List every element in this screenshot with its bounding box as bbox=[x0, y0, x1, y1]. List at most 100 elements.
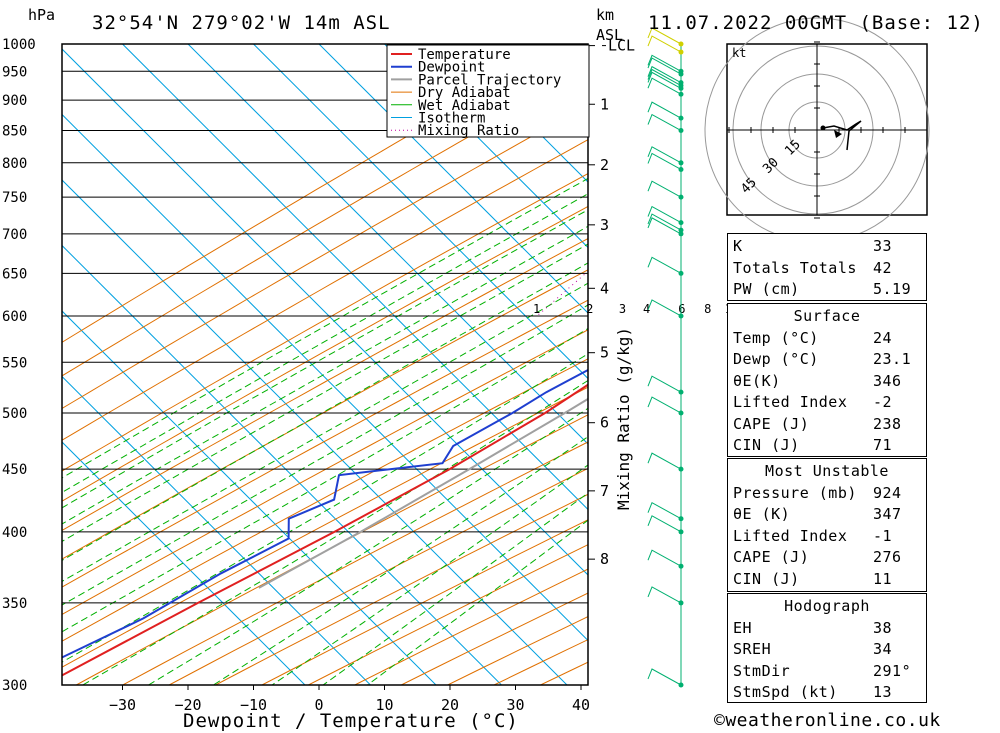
wet-adiabat-line bbox=[62, 282, 588, 583]
isotherm-line bbox=[62, 375, 371, 685]
mixing-ratio-label: 6 bbox=[678, 302, 685, 316]
pressure-tick-label: 600 bbox=[2, 309, 27, 325]
wind-barb bbox=[647, 217, 682, 235]
dry-adiabat-line bbox=[62, 386, 588, 668]
pressure-tick-label: 300 bbox=[2, 678, 27, 694]
wind-barb bbox=[647, 515, 682, 533]
legend-label: Dry Adiabat bbox=[418, 85, 511, 101]
hodograph-origin-dot bbox=[820, 125, 826, 131]
km-tick-label: 2 bbox=[600, 156, 609, 174]
wind-barb bbox=[647, 375, 682, 393]
km-tick-label: 5 bbox=[600, 344, 609, 362]
wind-barb bbox=[647, 65, 682, 84]
surface-title: Surface bbox=[793, 307, 861, 325]
km-tick-label: 3 bbox=[600, 216, 609, 234]
wet-adiabat-line bbox=[62, 353, 588, 663]
wind-barb bbox=[647, 180, 682, 198]
pressure-tick-label: 750 bbox=[2, 190, 27, 206]
x-tick-label: −10 bbox=[240, 696, 267, 714]
surface-row: Temp (°C) 24 bbox=[733, 328, 893, 347]
x-tick-label: 40 bbox=[572, 696, 590, 714]
pressure-tick-label: 350 bbox=[2, 596, 27, 612]
wind-barb bbox=[647, 57, 682, 75]
wind-barb bbox=[647, 68, 682, 86]
legend-label: Dewpoint bbox=[418, 60, 485, 76]
pressure-tick-label: 950 bbox=[2, 64, 27, 80]
km-tick-label: 7 bbox=[600, 482, 609, 500]
wet-adiabat-line bbox=[322, 492, 588, 685]
km-tick-label: 4 bbox=[600, 279, 609, 297]
dry-adiabat-line bbox=[76, 414, 588, 685]
wind-barb bbox=[647, 101, 682, 119]
storm-motion-marker bbox=[834, 130, 842, 138]
wind-barb bbox=[647, 205, 682, 224]
legend-label: Temperature bbox=[418, 47, 511, 63]
index-row-pw: PW (cm) 5.19 bbox=[733, 280, 912, 298]
index-row-totals: Totals Totals 42 bbox=[733, 258, 893, 277]
hodograph-row: SREH 34 bbox=[733, 640, 893, 658]
isotherm-line bbox=[384, 44, 588, 249]
wind-barb bbox=[647, 299, 682, 317]
wind-barb bbox=[647, 27, 682, 45]
isotherm-line bbox=[318, 44, 588, 314]
hodograph-params-title: Hodograph bbox=[784, 597, 870, 615]
surface-row: CAPE (J) 238 bbox=[733, 414, 902, 433]
hodograph-row: StmSpd (kt) 13 bbox=[733, 683, 893, 701]
x-axis-title: Dewpoint / Temperature (°C) bbox=[183, 710, 519, 732]
most-unstable-row: Pressure (mb) 924 bbox=[733, 483, 902, 502]
dry-adiabat-line bbox=[215, 493, 588, 685]
plot-frame bbox=[61, 43, 589, 686]
mixing-ratio-label: 1 bbox=[533, 302, 540, 316]
wind-barb bbox=[647, 146, 682, 164]
hodograph-row: StmDir 291° bbox=[733, 661, 912, 680]
x-tick-label: −30 bbox=[109, 696, 136, 714]
mixing-ratio-axis-title: Mixing Ratio (g/kg) bbox=[614, 327, 633, 510]
wet-adiabat-line bbox=[148, 407, 588, 685]
pressure-tick-label: 400 bbox=[2, 525, 27, 541]
km-tick-label: LCL bbox=[608, 37, 635, 55]
most-unstable-row: Lifted Index -1 bbox=[733, 526, 893, 545]
x-tick-label: 10 bbox=[375, 696, 393, 714]
isotherm-line bbox=[62, 310, 437, 685]
temperature-line bbox=[62, 383, 588, 677]
km-tick-label: 1 bbox=[600, 95, 609, 113]
index-row-k: K 33 bbox=[733, 237, 893, 255]
isotherm-line bbox=[62, 113, 588, 642]
wind-barb bbox=[647, 54, 682, 72]
dry-adiabat-line bbox=[62, 329, 588, 616]
most-unstable-row: CIN (J) 11 bbox=[733, 569, 893, 588]
km-tick-label: 8 bbox=[600, 550, 609, 568]
pressure-tick-label: 500 bbox=[2, 406, 27, 422]
dry-adiabat-line bbox=[62, 358, 588, 642]
wind-barb bbox=[647, 396, 682, 414]
pressure-tick-label: 700 bbox=[2, 227, 27, 243]
surface-panel: Surface Temp (°C) 24 Dewp (°C) 23.1 θE(K) 3… bbox=[727, 303, 927, 457]
wet-adiabat-line bbox=[271, 464, 588, 685]
mixing-ratio-label: 2 bbox=[586, 302, 593, 316]
pressure-tick-label: 650 bbox=[2, 266, 27, 282]
legend-label: Parcel Trajectory bbox=[418, 72, 561, 88]
wind-barb bbox=[647, 256, 682, 274]
indices-panel: K 33 Totals Totals 42 PW (cm) 5.19 bbox=[727, 233, 927, 301]
mixing-ratio-label: 4 bbox=[643, 302, 650, 316]
wind-barb bbox=[647, 213, 682, 231]
wind-barb bbox=[647, 549, 682, 567]
pressure-tick-label: 800 bbox=[2, 156, 27, 172]
isotherm-line bbox=[62, 441, 306, 685]
parcel-trajectory-line bbox=[258, 397, 588, 589]
dry-adiabat-line bbox=[168, 467, 588, 685]
most-unstable-title: Most Unstable bbox=[765, 462, 889, 480]
legend-label: Mixing Ratio bbox=[418, 123, 519, 139]
x-tick-label: 0 bbox=[314, 696, 323, 714]
mixing-ratio-label: 8 bbox=[704, 302, 711, 316]
wind-barb bbox=[647, 668, 682, 686]
hodograph-row: EH 38 bbox=[733, 618, 893, 637]
wind-barb bbox=[647, 71, 682, 89]
legend-box bbox=[386, 44, 590, 138]
hpa-label: hPa bbox=[28, 6, 55, 24]
dry-adiabat-line bbox=[62, 299, 588, 588]
wind-barb bbox=[647, 35, 682, 53]
dry-adiabat-line bbox=[62, 68, 588, 377]
wind-barb bbox=[647, 501, 682, 520]
